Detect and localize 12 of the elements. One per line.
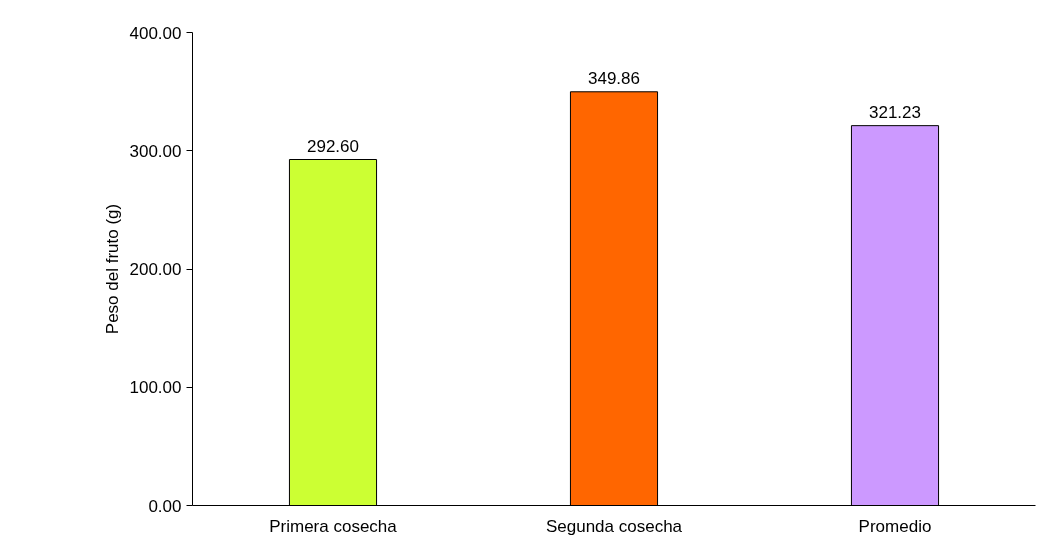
x-tick-label: Primera cosecha — [269, 516, 398, 536]
data-label: 292.60 — [307, 136, 359, 156]
y-axis-title: Peso del fruto (g) — [102, 203, 122, 335]
y-tick-label: 0.00 — [148, 496, 182, 516]
y-tick-label: 100.00 — [129, 378, 182, 398]
y-tick-label: 300.00 — [129, 141, 182, 161]
x-tick-label: Promedio — [858, 516, 932, 536]
y-tick-label: 200.00 — [129, 260, 182, 279]
data-label: 349.86 — [588, 68, 640, 88]
data-label: 321.23 — [869, 102, 921, 122]
y-tick-label: 400.00 — [129, 23, 182, 43]
x-tick-label: Segunda cosecha — [545, 516, 683, 536]
